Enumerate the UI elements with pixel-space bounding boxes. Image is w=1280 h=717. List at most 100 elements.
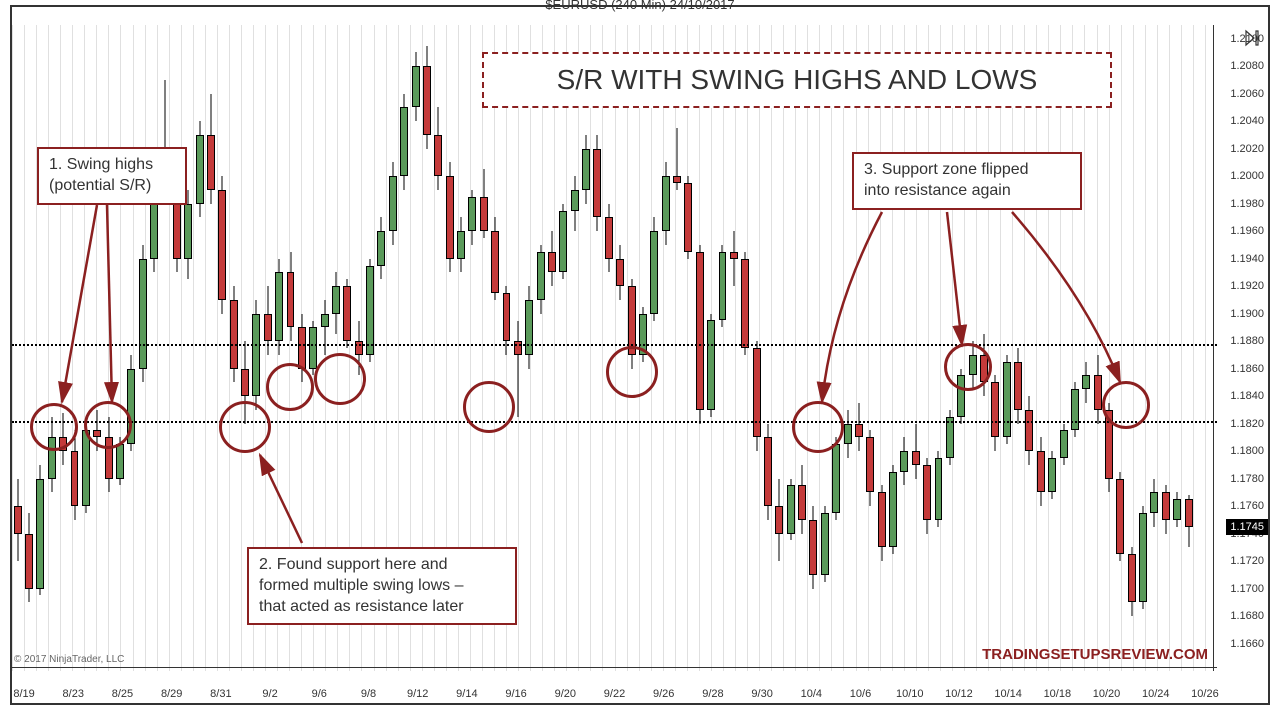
- x-tick-label: 9/2: [262, 688, 277, 700]
- candle: [923, 458, 931, 534]
- grid-line-vertical: [157, 25, 158, 671]
- grid-line-vertical: [783, 25, 784, 671]
- candle: [1139, 506, 1147, 609]
- y-tick-label: 1.1820: [1230, 418, 1264, 430]
- x-tick-label: 8/25: [112, 688, 133, 700]
- grid-line-vertical: [1060, 25, 1061, 671]
- candle: [457, 217, 465, 272]
- grid-line-vertical: [723, 25, 724, 671]
- x-tick-label: 10/26: [1191, 688, 1219, 700]
- candle: [196, 121, 204, 217]
- grid-line-vertical: [120, 25, 121, 671]
- x-tick-label: 9/20: [555, 688, 576, 700]
- annotation-box-1: 1. Swing highs (potential S/R): [37, 147, 187, 205]
- candle: [332, 272, 340, 334]
- x-tick-label: 9/12: [407, 688, 428, 700]
- candle: [525, 286, 533, 368]
- candle: [25, 513, 33, 602]
- y-tick-label: 1.1700: [1230, 583, 1264, 595]
- grid-line-vertical: [651, 25, 652, 671]
- candle: [1150, 479, 1158, 527]
- current-price-tag: 1.1745: [1226, 519, 1268, 535]
- y-tick-label: 1.1880: [1230, 335, 1264, 347]
- grid-line-vertical: [1000, 25, 1001, 671]
- candle: [1116, 472, 1124, 561]
- sr-level-line: [12, 421, 1217, 423]
- candle: [71, 430, 79, 519]
- candle: [434, 107, 442, 189]
- annotation-3-line1: 3. Support zone flipped: [864, 160, 1070, 181]
- candle: [730, 231, 738, 286]
- circle-marker: [219, 401, 271, 453]
- candle: [582, 135, 590, 204]
- circle-marker: [1102, 381, 1150, 429]
- grid-line-vertical: [1072, 25, 1073, 671]
- candle: [446, 162, 454, 272]
- y-tick-label: 1.2080: [1230, 60, 1264, 72]
- candle: [832, 437, 840, 519]
- grid-line-vertical: [108, 25, 109, 671]
- grid-line-vertical: [1048, 25, 1049, 671]
- grid-line-vertical: [928, 25, 929, 671]
- candle: [366, 259, 374, 362]
- x-tick-label: 10/4: [801, 688, 822, 700]
- grid-line-vertical: [904, 25, 905, 671]
- grid-line-vertical: [807, 25, 808, 671]
- candle: [935, 451, 943, 527]
- candle: [684, 176, 692, 258]
- candle: [1082, 362, 1090, 403]
- x-tick-label: 9/14: [456, 688, 477, 700]
- circle-marker: [84, 401, 132, 449]
- candle: [605, 204, 613, 273]
- plot-area[interactable]: [12, 25, 1217, 671]
- candle: [559, 204, 567, 280]
- y-tick-label: 1.1920: [1230, 280, 1264, 292]
- grid-line-vertical: [1109, 25, 1110, 671]
- candle: [1048, 451, 1056, 499]
- candle: [377, 217, 385, 279]
- candle: [798, 465, 806, 534]
- candle: [139, 245, 147, 382]
- forward-icon[interactable]: [1244, 29, 1262, 47]
- y-tick-label: 1.1780: [1230, 473, 1264, 485]
- candle: [321, 300, 329, 355]
- candle: [1025, 396, 1033, 465]
- candle: [252, 300, 260, 410]
- candle: [230, 286, 238, 382]
- candle: [1128, 547, 1136, 616]
- x-tick-label: 10/10: [896, 688, 924, 700]
- annotation-3-line2: into resistance again: [864, 181, 1070, 202]
- grid-line-vertical: [205, 25, 206, 671]
- x-tick-label: 8/29: [161, 688, 182, 700]
- candle: [1162, 485, 1170, 533]
- candle: [809, 506, 817, 588]
- grid-line-vertical: [940, 25, 941, 671]
- y-tick-label: 1.1860: [1230, 363, 1264, 375]
- grid-line-vertical: [892, 25, 893, 671]
- grid-line-vertical: [1169, 25, 1170, 671]
- grid-line-vertical: [48, 25, 49, 671]
- grid-line-vertical: [795, 25, 796, 671]
- y-tick-label: 1.2000: [1230, 170, 1264, 182]
- candle: [1037, 437, 1045, 506]
- grid-line-vertical: [602, 25, 603, 671]
- x-tick-label: 10/6: [850, 688, 871, 700]
- grid-line-vertical: [96, 25, 97, 671]
- candle: [36, 465, 44, 596]
- candle: [14, 479, 22, 561]
- circle-marker: [266, 363, 314, 411]
- candle: [719, 245, 727, 327]
- x-tick-label: 8/31: [210, 688, 231, 700]
- candle: [1173, 492, 1181, 526]
- grid-line-vertical: [181, 25, 182, 671]
- x-tick-label: 10/14: [994, 688, 1022, 700]
- y-axis: 1.1745 1.16601.16801.17001.17201.17401.1…: [1213, 25, 1268, 671]
- candle: [753, 341, 761, 451]
- candle: [844, 410, 852, 458]
- grid-line-vertical: [868, 25, 869, 671]
- grid-line-vertical: [590, 25, 591, 671]
- x-tick-label: 10/20: [1093, 688, 1121, 700]
- annotation-1-line2: (potential S/R): [49, 176, 175, 197]
- x-tick-label: 9/22: [604, 688, 625, 700]
- copyright-text: © 2017 NinjaTrader, LLC: [14, 654, 124, 665]
